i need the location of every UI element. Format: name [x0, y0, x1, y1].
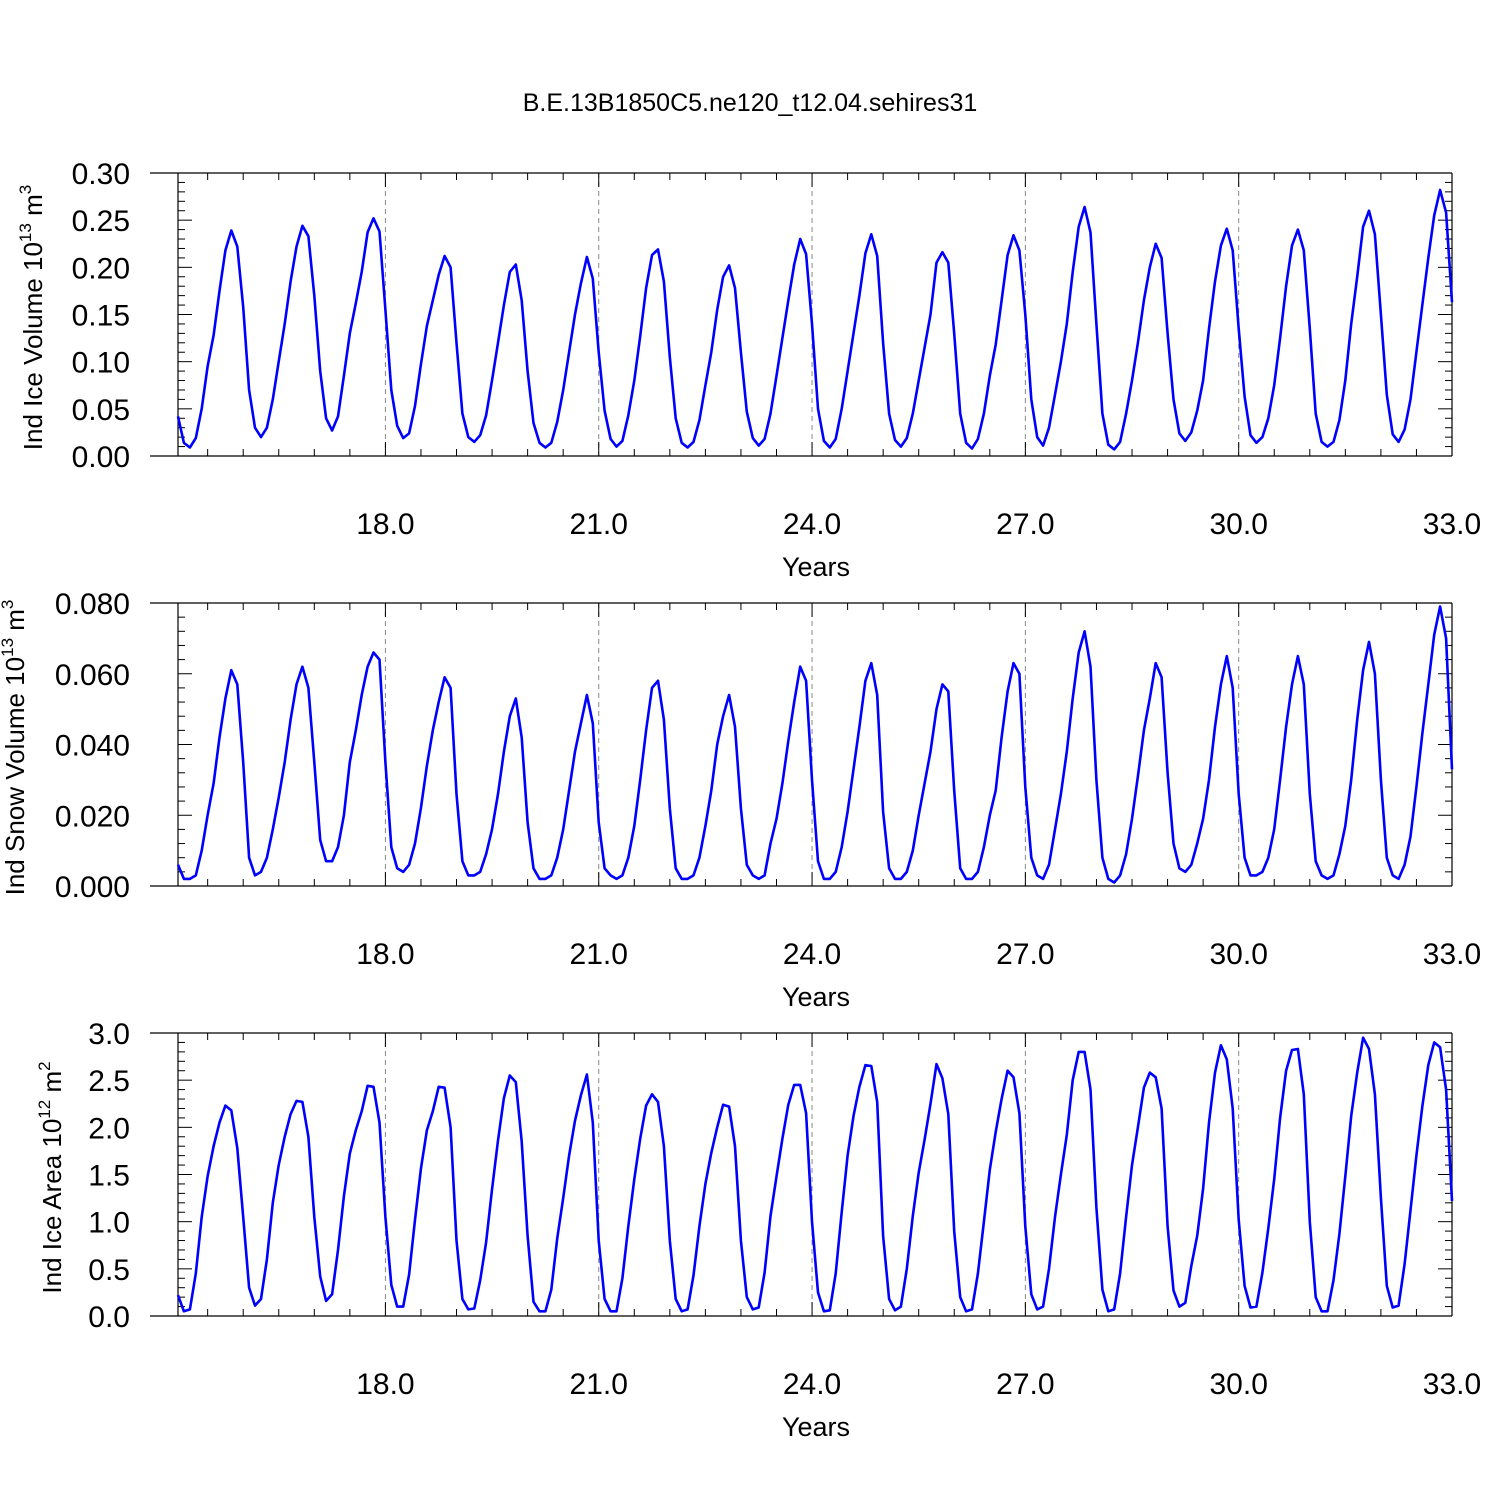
y-tick-label: 1.0 [88, 1207, 130, 1240]
series-line [176, 1036, 1454, 1313]
y-tick-label: 0.000 [55, 871, 130, 904]
x-tick-label: 24.0 [783, 938, 841, 971]
y-axis-label-unit-exp: 2 [35, 1061, 54, 1070]
x-tick-label: 18.0 [356, 938, 414, 971]
y-axis-label-exp: 13 [0, 638, 17, 657]
x-tick-label: 21.0 [570, 1368, 628, 1401]
x-axis-label: Years [782, 1412, 850, 1442]
y-axis-label-unit-exp: 3 [16, 185, 35, 194]
panel-1: 18.0 21.0 24.0 27.0 30.0 33.0 Years 0.00 0.05 0.1… [16, 158, 1481, 582]
y-axis-label-main: Ind Ice Area 10 [37, 1119, 67, 1294]
y-axis-label-unit: m [0, 609, 30, 638]
y-axis-label-unit: m [37, 1071, 67, 1100]
y-axis-label-main: Ind Ice Volume 10 [18, 242, 48, 450]
y-tick-label: 0.060 [55, 659, 130, 692]
x-tick-label: 24.0 [783, 508, 841, 541]
y-axis-label-main: Ind Snow Volume 10 [0, 657, 30, 896]
y-tick-label: 0.20 [72, 252, 130, 285]
y-tick-label: 0.15 [72, 300, 130, 333]
chart-title: B.E.13B1850C5.ne120_t12.04.sehires31 [523, 89, 978, 117]
x-tick-label: 30.0 [1209, 938, 1267, 971]
x-tick-label: 30.0 [1209, 508, 1267, 541]
x-tick-label: 27.0 [996, 1368, 1054, 1401]
x-tick-label: 33.0 [1423, 508, 1481, 541]
series-line [176, 188, 1454, 451]
x-tick-label: 27.0 [996, 508, 1054, 541]
y-tick-label: 2.5 [88, 1065, 130, 1098]
y-tick-label: 0.080 [55, 588, 130, 621]
y-axis-label-unit-exp: 3 [0, 600, 17, 609]
y-tick-label: 0.30 [72, 158, 130, 191]
y-tick-label: 0.5 [88, 1254, 130, 1287]
y-tick-label: 0.020 [55, 800, 130, 833]
y-tick-label: 0.25 [72, 205, 130, 238]
y-tick-label: 0.040 [55, 730, 130, 763]
x-tick-label: 24.0 [783, 1368, 841, 1401]
x-tick-label: 21.0 [570, 508, 628, 541]
y-tick-label: 0.00 [72, 441, 130, 474]
y-tick-label: 0.0 [88, 1301, 130, 1334]
series-line [176, 605, 1454, 884]
y-tick-label: 0.05 [72, 394, 130, 427]
y-tick-label: 3.0 [88, 1018, 130, 1051]
panel-2: 18.0 21.0 24.0 27.0 30.0 33.0 Years 0.000 0.020 0… [0, 588, 1481, 1012]
panel-3: 18.0 21.0 24.0 27.0 30.0 33.0 Years 0.0 0.5 1.0 1.… [35, 1018, 1481, 1442]
x-tick-label: 21.0 [570, 938, 628, 971]
x-tick-label: 33.0 [1423, 1368, 1481, 1401]
x-axis-label: Years [782, 552, 850, 582]
y-axis-label: Ind Ice Area 1012 m2 [35, 1061, 67, 1293]
x-tick-label: 33.0 [1423, 938, 1481, 971]
x-tick-label: 18.0 [356, 508, 414, 541]
x-axis-label: Years [782, 982, 850, 1012]
y-tick-label: 0.10 [72, 347, 130, 380]
y-axis-label: Ind Ice Volume 1013 m3 [16, 185, 48, 450]
y-axis-label-exp: 12 [35, 1100, 54, 1119]
y-axis-label-exp: 13 [16, 223, 35, 242]
x-tick-label: 18.0 [356, 1368, 414, 1401]
y-axis-label: Ind Snow Volume 1013 m3 [0, 600, 30, 896]
y-tick-label: 1.5 [88, 1160, 130, 1193]
x-tick-label: 30.0 [1209, 1368, 1267, 1401]
y-tick-label: 2.0 [88, 1112, 130, 1145]
panels: 18.0 21.0 24.0 27.0 30.0 33.0Years0.000.050.1… [0, 158, 1481, 1442]
x-tick-label: 27.0 [996, 938, 1054, 971]
y-axis-label-unit: m [18, 194, 48, 223]
